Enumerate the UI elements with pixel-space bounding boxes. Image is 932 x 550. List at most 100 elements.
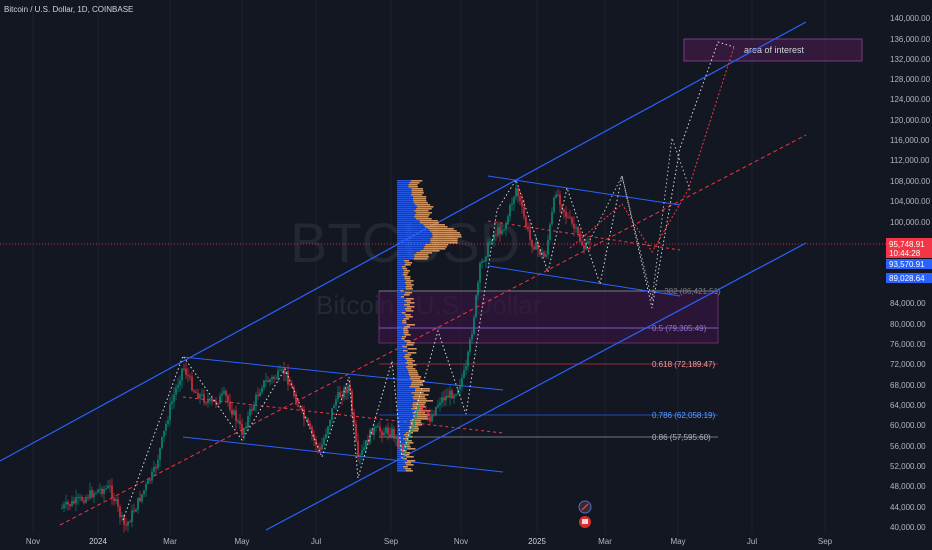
current-price-badge <box>886 238 932 258</box>
volume-bar-buy <box>397 184 409 186</box>
range-upper-line[interactable] <box>182 356 504 391</box>
candle-body <box>445 395 447 401</box>
fib-86-label: 0.86 (57,595.60) <box>652 433 711 442</box>
candle-body <box>141 494 143 502</box>
volume-bar-buy <box>397 214 415 216</box>
candle-body <box>573 223 575 229</box>
volume-bar-sell <box>425 244 449 246</box>
candle-body <box>397 436 399 448</box>
candle-body <box>151 471 153 481</box>
volume-bar-buy <box>397 312 402 314</box>
volume-bar-sell <box>416 208 432 210</box>
fib-zone[interactable] <box>378 290 719 344</box>
symbol-title[interactable]: Bitcoin / U.S. Dollar, 1D, COINBASE <box>4 5 133 14</box>
price-axis[interactable]: 140,000.00 136,000.00 132,000.00 128,000.00… <box>890 14 931 532</box>
candle-body <box>249 409 251 416</box>
flag-lower-line[interactable] <box>487 265 681 297</box>
candle-body <box>167 420 169 424</box>
candle-body <box>583 245 585 250</box>
volume-bar-sell <box>411 188 423 190</box>
candle-body <box>99 488 101 490</box>
candle-body <box>95 492 97 494</box>
candle-body <box>429 416 431 422</box>
volume-bar-buy <box>397 308 405 310</box>
pencil-icon[interactable] <box>578 500 592 514</box>
candle-body <box>353 412 355 425</box>
candle-body <box>351 391 353 413</box>
volume-bar-sell <box>402 322 407 324</box>
volume-bar-buy <box>397 316 406 318</box>
candle-body <box>233 410 235 415</box>
candle-body <box>85 497 87 503</box>
candle-body <box>425 409 427 411</box>
candle-body <box>71 500 73 506</box>
volume-bar-buy <box>397 314 405 316</box>
candle-body <box>535 242 537 250</box>
channel-lower-line[interactable] <box>265 242 807 531</box>
candle-body <box>417 405 419 410</box>
price-tick-label: 68,000.00 <box>890 381 926 390</box>
candle-body <box>419 405 421 407</box>
volume-bar-buy <box>397 324 407 326</box>
volume-bar-buy <box>397 354 405 356</box>
time-tick-label: Mar <box>163 537 177 546</box>
volume-bar-sell <box>414 210 429 212</box>
flag-icon[interactable] <box>579 516 591 528</box>
volume-bar-sell <box>411 192 424 194</box>
candle-body <box>431 414 433 422</box>
volume-bar-buy <box>397 230 430 232</box>
candle-body <box>437 405 439 408</box>
projection-path-alt <box>589 137 691 301</box>
candle-body <box>333 405 335 409</box>
candle-body <box>459 385 461 389</box>
volume-bar-sell <box>405 358 413 360</box>
volume-bar-sell <box>404 462 411 464</box>
volume-bar-sell <box>414 254 429 256</box>
candle-body <box>221 393 223 396</box>
price-tick-label: 136,000.00 <box>890 35 931 44</box>
candlestick-series[interactable] <box>61 181 591 533</box>
volume-bar-buy <box>397 310 406 312</box>
volume-bar-sell <box>406 280 414 282</box>
volume-bar-sell <box>404 294 410 296</box>
candle-body <box>195 391 197 393</box>
volume-bar-sell <box>403 444 410 446</box>
volume-bar-sell <box>410 384 423 386</box>
volume-bar-sell <box>402 350 408 352</box>
candle-body <box>241 424 243 435</box>
candle-body <box>451 390 453 399</box>
candle-body <box>127 521 129 526</box>
range-lower-line[interactable] <box>182 436 504 473</box>
volume-bar-buy <box>397 346 403 348</box>
candle-body <box>361 450 363 455</box>
candle-body <box>157 459 159 469</box>
candle-body <box>455 394 457 396</box>
volume-bar-buy <box>397 300 405 302</box>
volume-bar-buy <box>397 216 415 218</box>
candle-body <box>231 409 233 415</box>
volume-bar-sell <box>413 258 428 260</box>
volume-bar-buy <box>397 394 415 396</box>
candle-body <box>505 223 507 230</box>
volume-profile[interactable] <box>397 180 462 472</box>
volume-bar-buy <box>397 436 406 438</box>
candle-body <box>193 390 195 392</box>
volume-bar-buy <box>397 298 407 300</box>
projection-path-2024 <box>122 41 735 521</box>
volume-bar-buy <box>397 454 404 456</box>
volume-bar-sell <box>412 396 425 398</box>
candle-body <box>143 490 145 495</box>
candle-body <box>391 428 393 437</box>
volume-bar-buy <box>397 248 424 250</box>
volume-bar-buy <box>397 320 403 322</box>
candle-body <box>359 454 361 457</box>
time-axis[interactable]: Nov 2024 Mar May Jul Sep Nov 2025 Mar May Jul Sep <box>26 537 833 546</box>
volume-bar-buy <box>397 306 407 308</box>
flag-midline[interactable] <box>487 220 681 251</box>
flag-upper-line[interactable] <box>487 175 681 206</box>
area-of-interest-zone[interactable] <box>683 38 863 62</box>
volume-bar-buy <box>397 190 412 192</box>
volume-bar-sell <box>405 362 413 364</box>
candle-body <box>481 261 483 263</box>
